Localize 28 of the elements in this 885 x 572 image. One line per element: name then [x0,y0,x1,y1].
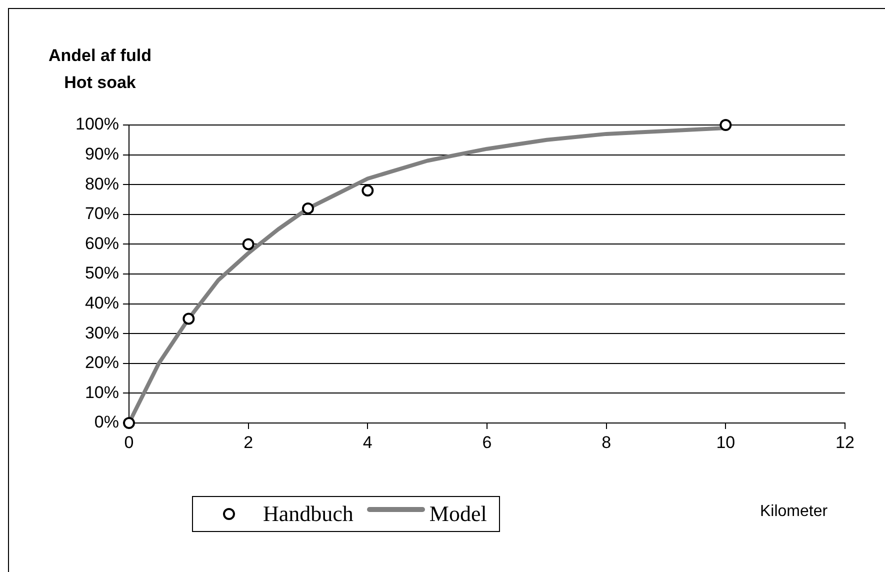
y-tick-label: 0% [94,412,119,432]
legend-label: Handbuch [263,501,354,527]
legend-label: Model [429,501,487,527]
x-tick-label: 0 [124,432,134,452]
point [242,238,254,250]
point [123,417,135,429]
y-tick-label: 70% [84,204,119,224]
y-tick-label: 60% [84,234,119,253]
y-tick-label: 90% [84,144,119,164]
y-tick-label: 20% [84,353,119,372]
x-tick-label: 6 [482,432,492,452]
point [362,184,374,197]
y-tick-label: 50% [84,264,119,283]
y-tick-label: 10% [84,382,119,402]
y-tick-label: 40% [84,293,119,312]
point [182,312,195,325]
y-tick-label: 30% [84,323,119,342]
point [302,202,314,214]
x-tick-label: 8 [602,432,612,452]
x-tick-label: 12 [836,432,854,452]
x-axis-title: Kilometer [760,503,828,521]
y-axis-title: Andel af fuld Hot soak [48,45,152,94]
x-tick-label: 10 [716,432,736,452]
y-tick-label: 80% [84,174,119,194]
y-tick-label: 100% [76,114,119,134]
x-tick-label: 2 [244,432,254,452]
x-tick-label: 4 [362,432,372,452]
point [720,119,732,131]
